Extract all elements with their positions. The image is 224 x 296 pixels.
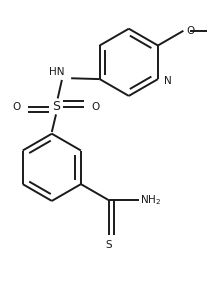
Text: NH$_2$: NH$_2$ [140,193,162,207]
Text: O: O [13,102,21,112]
Text: S: S [52,100,60,113]
Text: HN: HN [49,67,65,77]
Text: O: O [187,26,195,36]
Text: O: O [91,102,99,112]
Text: S: S [105,239,112,250]
Text: N: N [164,76,172,86]
